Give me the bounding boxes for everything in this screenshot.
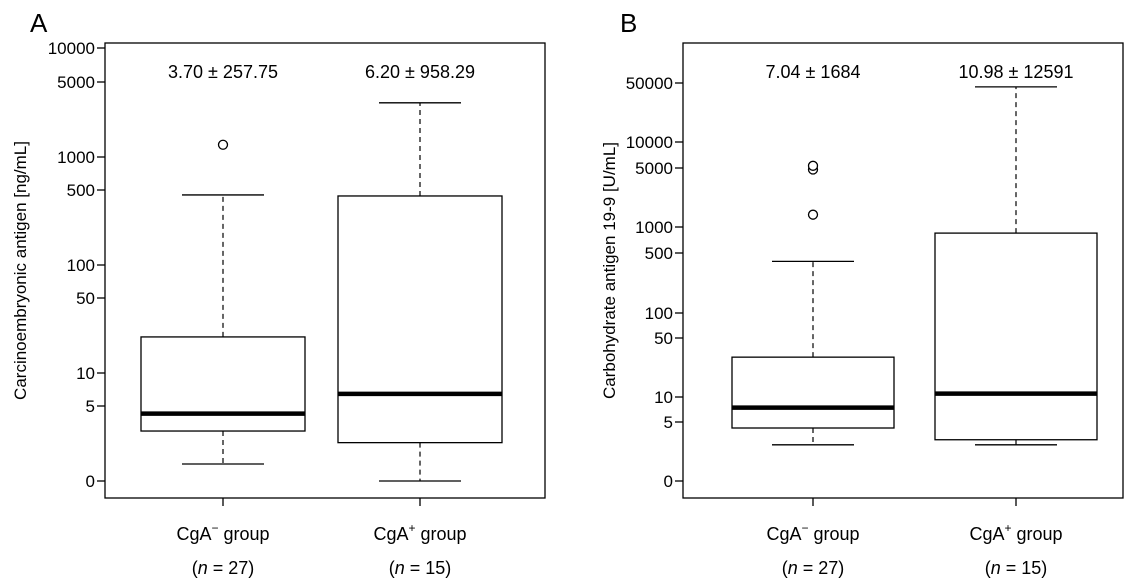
- y-tick-label: 0: [86, 472, 95, 491]
- y-tick-label: 1000: [635, 218, 673, 237]
- stat-annotation: 3.70 ± 257.75: [168, 62, 278, 82]
- stat-annotation: 7.04 ± 1684: [766, 62, 861, 82]
- y-axis-label: Carcinoembryonic antigen [ng/mL]: [11, 141, 30, 400]
- y-tick-label: 10: [654, 388, 673, 407]
- panel-a: A 0 5 10 50 100 500 1000 5000 10000 Carcinoembryon…: [11, 8, 546, 578]
- panel-letter: A: [30, 8, 48, 38]
- category-label: CgA− group: [766, 521, 859, 544]
- y-tick-label: 0: [664, 472, 673, 491]
- iqr-box: [337, 195, 503, 444]
- y-tick-label: 50000: [626, 74, 673, 93]
- y-tick-label: 50: [654, 329, 673, 348]
- y-tick-label: 5: [86, 397, 95, 416]
- y-axis-label: Carbohydrate antigen 19-9 [U/mL]: [600, 142, 619, 399]
- y-tick-label: 5: [664, 413, 673, 432]
- plot-frame: [104, 42, 546, 499]
- category-label: CgA− group: [176, 521, 269, 544]
- iqr-box: [934, 232, 1098, 441]
- y-tick-label: 5000: [635, 159, 673, 178]
- y-tick-label: 10000: [48, 39, 95, 58]
- category-label: CgA+ group: [373, 521, 466, 544]
- y-tick-label: 50: [76, 289, 95, 308]
- iqr-box: [731, 356, 895, 429]
- y-tick-label: 500: [645, 244, 673, 263]
- iqr-box: [140, 336, 306, 432]
- sample-size-label: (n = 27): [192, 558, 255, 578]
- y-tick-label: 10000: [626, 133, 673, 152]
- stat-annotation: 10.98 ± 12591: [959, 62, 1074, 82]
- y-tick-label: 1000: [57, 148, 95, 167]
- y-tick-label: 500: [67, 181, 95, 200]
- outlier-point: [217, 139, 229, 150]
- sample-size-label: (n = 15): [985, 558, 1048, 578]
- stat-annotation: 6.20 ± 958.29: [365, 62, 475, 82]
- y-tick-label: 10: [76, 364, 95, 383]
- sample-size-label: (n = 15): [389, 558, 452, 578]
- sample-size-label: (n = 27): [782, 558, 845, 578]
- plot-frame: [682, 42, 1124, 499]
- panel-b: B 0 5 10 50 100 500 1000 5000 10000 50000 Carbohydr…: [600, 8, 1124, 578]
- outlier-point: [807, 160, 819, 171]
- y-tick-label: 100: [645, 304, 673, 323]
- y-tick-label: 5000: [57, 73, 95, 92]
- outlier-point: [807, 209, 819, 220]
- y-tick-label: 100: [67, 256, 95, 275]
- category-label: CgA+ group: [969, 521, 1062, 544]
- panel-letter: B: [620, 8, 637, 38]
